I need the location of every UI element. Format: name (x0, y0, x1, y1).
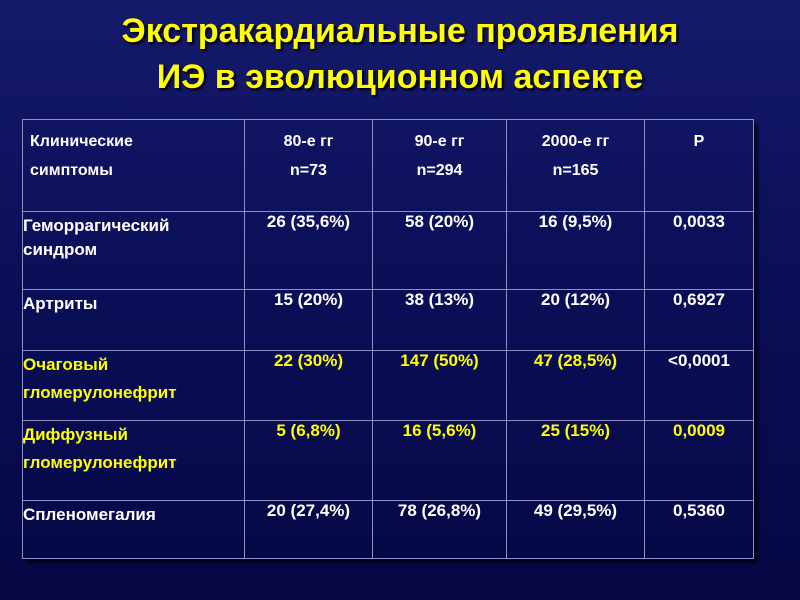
cell-90s: 58 (20%) (372, 211, 507, 290)
cell-p: 0,5360 (644, 500, 754, 559)
cell-80s: 26 (35,6%) (244, 211, 373, 290)
cell-80s: 5 (6,8%) (244, 420, 373, 501)
cell-p: 0,0033 (644, 211, 754, 290)
cell-p: 0,0009 (644, 420, 754, 501)
table-header-row: Клинические симптомы 80-е гг n=73 90-е г… (22, 119, 754, 212)
row-name-line1: Диффузный (23, 425, 129, 444)
cell-2000s: 47 (28,5%) (506, 350, 645, 421)
header-symptoms-line1: Клинические (30, 133, 133, 150)
row-name-line2: синдром (23, 240, 98, 259)
header-90s-line1: 90-е гг (414, 133, 465, 150)
row-name: Артриты (22, 289, 245, 351)
cell-90s: 38 (13%) (372, 289, 507, 351)
cell-90s: 16 (5,6%) (372, 420, 507, 501)
table-row: Диффузный гломерулонефрит 5 (6,8%) 16 (5… (22, 420, 754, 501)
cell-90s: 78 (26,8%) (372, 500, 507, 559)
header-symptoms-line2: симптомы (30, 162, 113, 179)
row-name: Очаговый гломерулонефрит (22, 350, 245, 421)
cell-p: 0,6927 (644, 289, 754, 351)
title-line-2: ИЭ в эволюционном аспекте (156, 58, 644, 96)
table-row: Геморрагический синдром 26 (35,6%) 58 (2… (22, 211, 754, 290)
table-row: Очаговый гломерулонефрит 22 (30%) 147 (5… (22, 350, 754, 421)
cell-2000s: 20 (12%) (506, 289, 645, 351)
cell-p: <0,0001 (644, 350, 754, 421)
header-2000s-line1: 2000-е гг (541, 133, 610, 150)
table-row: Артриты 15 (20%) 38 (13%) 20 (12%) 0,692… (22, 289, 754, 351)
header-symptoms: Клинические симптомы (22, 119, 245, 212)
cell-80s: 22 (30%) (244, 350, 373, 421)
header-90s-line2: n=294 (416, 162, 463, 179)
row-name-line1: Геморрагический (23, 216, 170, 235)
cell-2000s: 25 (15%) (506, 420, 645, 501)
header-80s-line2: n=73 (290, 162, 327, 179)
cell-80s: 15 (20%) (244, 289, 373, 351)
row-name-line1: Очаговый (23, 355, 109, 374)
cell-90s: 147 (50%) (372, 350, 507, 421)
header-80s: 80-е гг n=73 (244, 119, 373, 212)
table-row: Спленомегалия 20 (27,4%) 78 (26,8%) 49 (… (22, 500, 754, 559)
cell-2000s: 49 (29,5%) (506, 500, 645, 559)
cell-80s: 20 (27,4%) (244, 500, 373, 559)
header-2000s: 2000-е гг n=165 (506, 119, 645, 212)
header-p-label: P (693, 133, 705, 150)
row-name-line2: гломерулонефрит (23, 453, 177, 472)
symptoms-table: Клинические симптомы 80-е гг n=73 90-е г… (22, 119, 754, 559)
header-2000s-line2: n=165 (552, 162, 599, 179)
row-name-line1: Спленомегалия (23, 505, 156, 524)
title-line-1: Экстракардиальные проявления (121, 12, 679, 50)
slide-title: Экстракардиальные проявления ИЭ в эволюц… (0, 8, 800, 100)
header-p: P (644, 119, 754, 212)
header-80s-line1: 80-е гг (283, 133, 334, 150)
row-name: Диффузный гломерулонефрит (22, 420, 245, 501)
cell-2000s: 16 (9,5%) (506, 211, 645, 290)
row-name: Спленомегалия (22, 500, 245, 559)
row-name: Геморрагический синдром (22, 211, 245, 290)
header-90s: 90-е гг n=294 (372, 119, 507, 212)
row-name-line1: Артриты (23, 294, 98, 313)
row-name-line2: гломерулонефрит (23, 383, 177, 402)
